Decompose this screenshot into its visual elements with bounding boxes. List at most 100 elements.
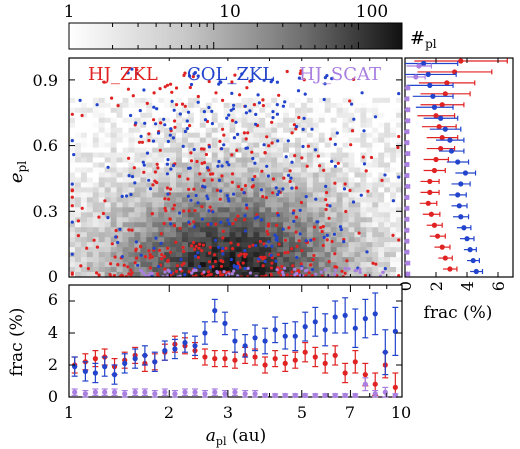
right-panel: 0 2 4 6 frac (%) [396,57,514,323]
col-zkl-point [142,88,146,92]
heatmap-cell [372,107,379,114]
hj-scat-point [143,274,147,277]
heatmap-cell [193,207,201,213]
hj-zkl-point [97,273,101,277]
heatmap-cell [378,257,385,263]
heatmap-cell [116,172,123,178]
hj-zkl-point [321,243,325,248]
heatmap-cell [384,112,391,119]
hj-zkl-point [201,243,205,247]
heatmap-cell [366,242,373,248]
heatmap-cell [110,207,117,213]
heatmap-cell [348,182,355,188]
heatmap-cell [265,242,272,248]
heatmap-cell [294,177,302,183]
heatmap-cell [324,227,332,233]
right-frac-errorbars [404,58,508,277]
heatmap-cell [176,167,183,173]
heatmap-cell [372,62,379,69]
heatmap-cell [98,262,106,268]
hj-zkl-point [180,102,185,106]
heatmap-cell [259,267,266,273]
heatmap-cell [324,102,332,109]
hj-zkl-point [330,239,334,244]
col-zkl-point [192,225,196,229]
heatmap-cell [116,67,123,74]
col-zkl-point [328,204,332,208]
heatmap-cell [86,187,94,193]
heatmap-cell [396,112,402,119]
bottom-point [272,392,278,398]
hj-scat-point [166,268,170,272]
heatmap-cell [318,237,326,243]
col-zkl-point [289,176,293,180]
heatmap-cell [158,102,165,109]
heatmap-cell [152,242,159,248]
heatmap-cell [372,82,379,89]
hj-zkl-point [131,94,135,98]
heatmap-cell [354,62,361,69]
heatmap-cell [330,142,337,148]
heatmap-cell [92,197,100,203]
heatmap-cell [396,62,402,69]
heatmap-cell [164,167,171,173]
heatmap-cell [176,217,183,223]
heatmap-cell [306,92,314,99]
col-zkl-point [221,246,225,250]
heatmap-cell [390,202,397,208]
hj-zkl-point [113,255,117,259]
bottom-ytick-label: 6 [48,290,58,309]
heatmap-cell [134,227,141,233]
hj-zkl-point [174,269,179,273]
hj-zkl-point [294,186,298,190]
heatmap-cell [223,177,230,183]
col-zkl-point [154,236,158,240]
heatmap-cell [384,127,391,134]
heatmap-cell [390,152,397,158]
heatmap-cell [104,152,112,158]
heatmap-cell [360,252,367,258]
heatmap-cell [253,92,260,99]
heatmap-cell [259,197,266,203]
col-zkl-point [391,199,395,203]
col-zkl-point [263,259,267,264]
heatmap-cell [289,267,296,273]
heatmap-cell [158,92,165,99]
heatmap-cell [211,217,219,223]
heatmap-cell [211,232,219,238]
heatmap-cell [104,197,112,203]
heatmap-cell [360,58,367,64]
bottom-point [182,389,188,395]
heatmap-cell [69,82,76,89]
heatmap-cell [158,72,165,79]
heatmap-cell [205,92,213,99]
heatmap-cell [152,162,159,168]
hj-zkl-point [188,124,192,128]
col-zkl-point [139,134,143,138]
heatmap-cell [324,172,332,178]
hj-zkl-point [283,238,288,242]
heatmap-cell [92,142,100,148]
col-zkl-point [276,192,280,197]
heatmap-cell [140,62,147,69]
heatmap-cell [217,82,225,89]
right-point [439,102,445,108]
heatmap-cell [283,212,290,218]
heatmap-cell [181,152,189,158]
heatmap-cell [217,227,225,233]
col-zkl-point [200,217,204,221]
col-zkl-point [277,190,281,194]
hj-zkl-point [213,253,217,257]
heatmap-cell [80,272,88,277]
col-zkl-point [129,192,133,197]
heatmap-cell [277,82,284,89]
bottom-point [332,392,338,398]
heatmap-cell [342,217,349,223]
heatmap-cell [110,82,117,89]
col-zkl-point [217,159,221,164]
heatmap-cell [342,247,349,253]
heatmap-cell [116,167,123,173]
heatmap-cell [98,237,106,243]
hj-zkl-point [163,267,167,271]
heatmap-cell [164,117,171,124]
